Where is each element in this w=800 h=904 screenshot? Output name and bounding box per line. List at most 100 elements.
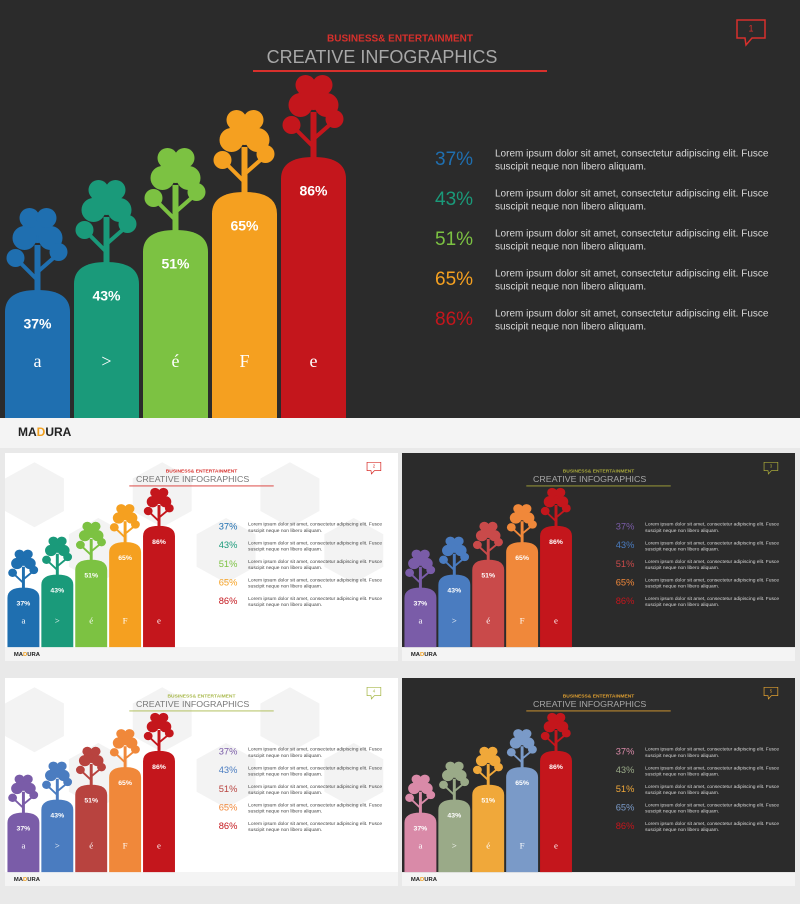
tree-branch [478, 769, 497, 781]
tree-foliage [475, 530, 488, 542]
bar-glyph: > [452, 841, 457, 851]
tree-foliage [45, 769, 57, 782]
legend-text: suscipit neque non libero aliquam. [645, 790, 719, 796]
tree-foliage [405, 568, 415, 577]
tree-trunk [418, 791, 422, 815]
tree-trunk [452, 553, 456, 577]
bar-glyph: é [486, 841, 490, 851]
tree-foliage [411, 774, 422, 784]
bar-label: 65% [118, 780, 132, 787]
brand: MADURA [18, 425, 72, 439]
tree-foliage [75, 765, 85, 775]
legend-value: 37% [435, 149, 473, 170]
tree-foliage [243, 110, 264, 130]
bar [472, 784, 505, 873]
legend-text: Lorem ipsum dolor sit amet, consectetur … [248, 596, 382, 602]
tree-foliage [487, 746, 498, 756]
tree-foliage [75, 221, 94, 239]
tree-foliage [63, 552, 73, 562]
legend-text: Lorem ipsum dolor sit amet, consectetur … [248, 540, 382, 546]
tree-foliage [116, 729, 127, 739]
bar-glyph: e [157, 841, 161, 851]
legend-value: 37% [616, 522, 635, 532]
subtitle: BUSINESS& ENTERTAINMENT [563, 468, 635, 474]
tree-foliage [48, 761, 59, 771]
tree-foliage [426, 565, 436, 575]
footer [402, 647, 795, 661]
tree-foliage [509, 512, 522, 524]
bar-label: 86% [299, 183, 328, 199]
bar-glyph: > [101, 351, 111, 371]
bar-label: 86% [152, 539, 166, 546]
tree-foliage [439, 555, 448, 564]
tree-foliage [164, 729, 174, 738]
bar-label: 51% [481, 573, 495, 580]
footer [5, 647, 398, 661]
tree-foliage [528, 520, 537, 529]
tree-trunk [418, 566, 422, 590]
tree-foliage [408, 782, 420, 795]
tree-foliage [124, 504, 135, 514]
bar-glyph: F [520, 841, 525, 851]
tree-foliage [419, 774, 430, 784]
tree-foliage [442, 544, 454, 557]
brand-part: URA [45, 425, 71, 439]
tree-branch [478, 544, 497, 556]
bar-label: 43% [447, 588, 461, 595]
legend-text: suscipit neque non libero aliquam. [645, 602, 719, 608]
tree-foliage [146, 496, 159, 508]
tree-trunk [520, 521, 524, 544]
legend-value: 86% [219, 821, 238, 831]
bar-glyph: a [418, 616, 422, 626]
hex-pattern [260, 687, 320, 753]
tree-foliage [109, 523, 119, 532]
tree-trunk [554, 505, 558, 528]
legend-value: 51% [616, 784, 635, 794]
legend-text: Lorem ipsum dolor sit amet, consectetur … [248, 559, 382, 565]
legend-value: 43% [219, 540, 238, 550]
bar [109, 542, 142, 648]
tree-foliage [509, 737, 522, 749]
tree-foliage [479, 521, 490, 531]
legend-text: suscipit neque non libero aliquam. [248, 827, 322, 833]
tree-trunk [172, 185, 179, 233]
bar-glyph: > [55, 616, 60, 626]
tree-foliage [36, 208, 57, 228]
tree-foliage [56, 536, 67, 546]
bar-glyph: a [34, 351, 42, 371]
bar-label: 37% [23, 316, 52, 332]
tree-foliage [82, 521, 93, 531]
tree-foliage [445, 536, 456, 546]
hex-pattern [260, 462, 320, 528]
tree-branch [410, 797, 429, 809]
tree-branch [444, 784, 463, 796]
legend-text: Lorem ipsum dolor sit amet, consectetur … [645, 765, 779, 771]
legend-value: 65% [219, 578, 238, 588]
tree-foliage [29, 790, 39, 800]
legend-value: 86% [616, 821, 635, 831]
tree-foliage [131, 520, 140, 529]
tree-foliage [543, 721, 556, 733]
tree-foliage [475, 755, 488, 767]
tree-trunk [123, 746, 127, 769]
tree-foliage [158, 712, 169, 723]
tree-foliage [90, 746, 101, 756]
legend-text: suscipit neque non libero aliquam. [248, 753, 322, 759]
tree-foliage [124, 729, 135, 739]
bar-glyph: F [123, 841, 128, 851]
tree-foliage [14, 549, 25, 559]
tree-foliage [8, 568, 18, 577]
tree-foliage [63, 777, 73, 787]
bar-label: 43% [447, 813, 461, 820]
tree-foliage [78, 530, 91, 542]
bar [404, 587, 437, 648]
tree-foliage [146, 721, 159, 733]
tree-foliage [288, 93, 313, 117]
hex-pattern [5, 462, 64, 528]
legend-value: 51% [616, 559, 635, 569]
tree-trunk [486, 763, 490, 787]
page-icon [736, 19, 766, 47]
brand-part: MA [14, 652, 23, 658]
tree-foliage [12, 226, 37, 250]
